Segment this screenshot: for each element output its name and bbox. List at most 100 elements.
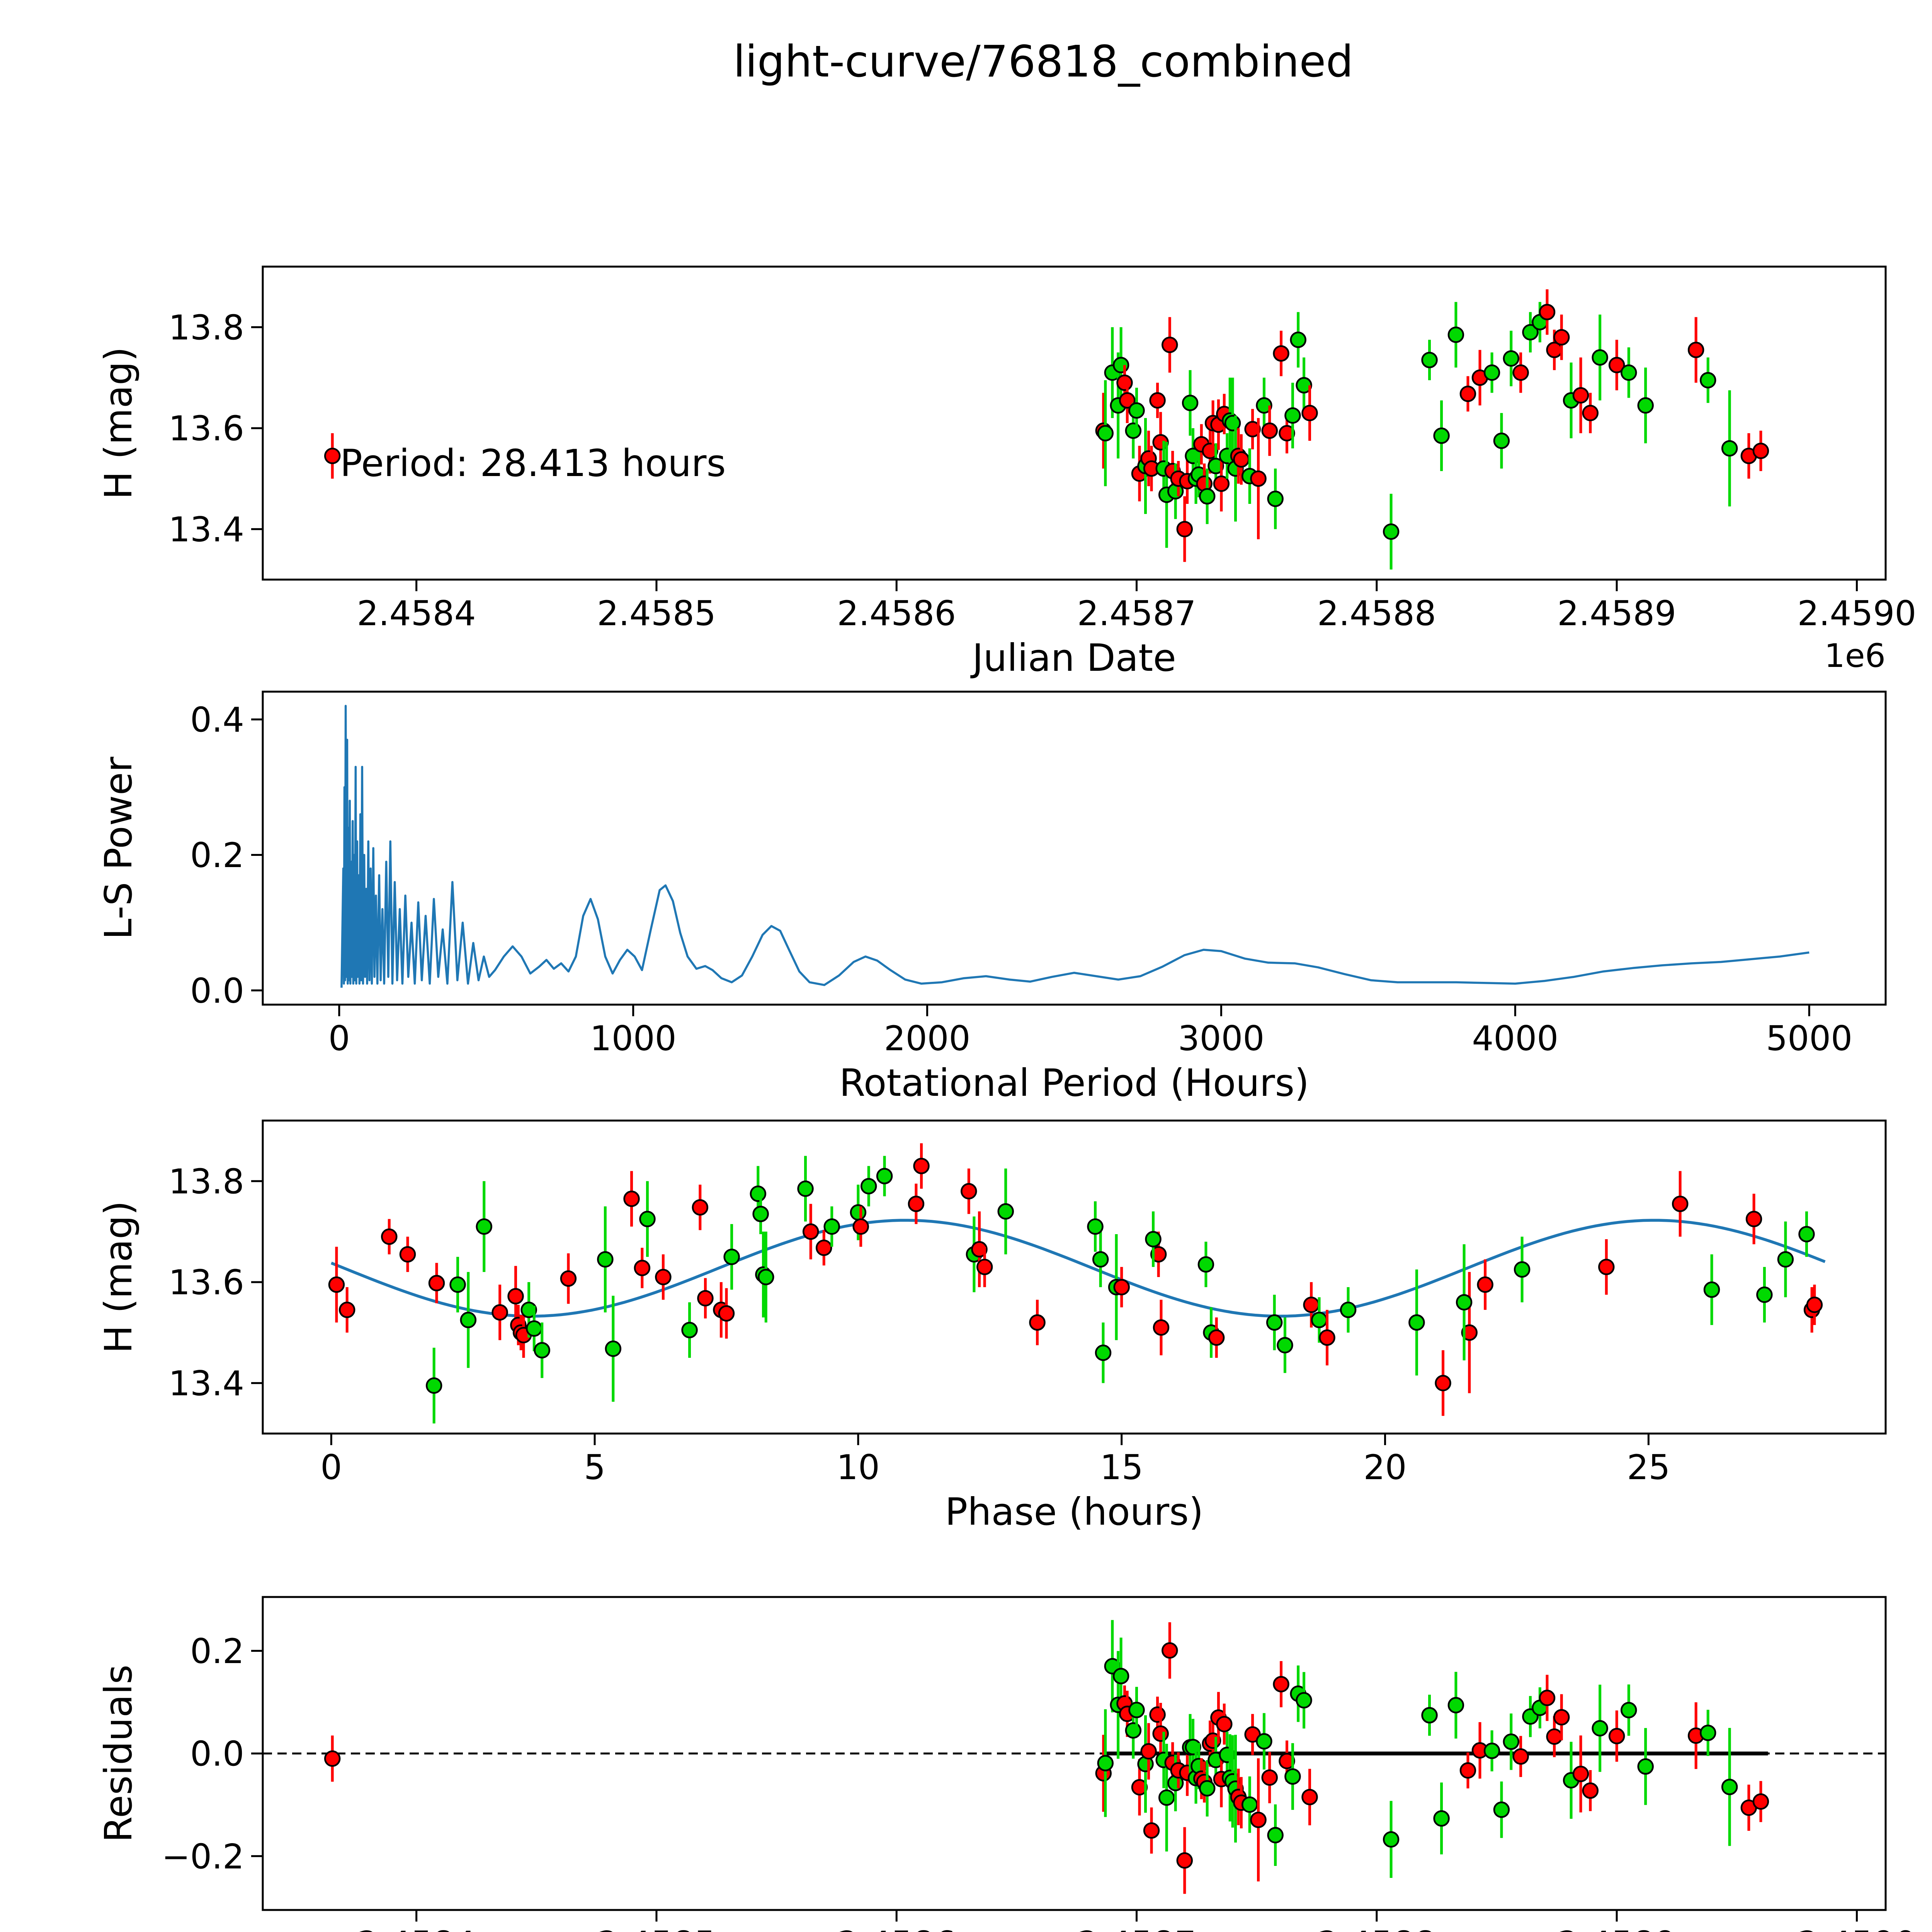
data-point-red [1687,342,1704,358]
data-point-green [1185,1739,1201,1755]
data-point-red [1261,422,1278,439]
data-point-green [1277,1337,1293,1354]
data-point-red [1608,1728,1625,1745]
data-point-green [1199,488,1216,505]
data-point-red [1213,475,1230,492]
data-point-green [1493,1801,1510,1818]
data-point-green [1256,1733,1272,1750]
x-tick-label: 20 [1364,1447,1407,1487]
y-axis-label: H (mag) [97,347,140,500]
y-tick-label: 13.4 [168,1364,244,1403]
data-point-green [639,1211,656,1228]
data-point-red [961,1183,977,1200]
data-point-green [797,1180,814,1197]
data-point-green [1182,395,1199,411]
data-point-green [1421,1707,1438,1724]
y-tick-label: 13.6 [168,409,244,449]
phase-data [328,1143,1826,1423]
data-point-red [1745,1211,1762,1228]
data-point-green [520,1301,537,1318]
x-tick-label: 2000 [884,1019,971,1058]
data-point-red [655,1269,672,1286]
panel-periodogram: 0 1000 2000 3000 4000 5000 0.0 0.2 0.4 Rotational… [97,690,1887,1105]
axes-frame [262,690,1887,1006]
data-point-red [692,1199,709,1216]
periodogram-curve [340,705,1810,988]
x-axis-label: Phase (hours) [945,1490,1204,1534]
x-tick-label: 2.4588 [1317,594,1436,633]
x-tick-label: 2.4590 [1797,1924,1916,1932]
data-point-red [1119,392,1136,409]
axes-frame [262,265,1887,581]
data-point-green [723,1248,740,1265]
data-point-green [1092,1251,1109,1268]
data-point-red [1598,1259,1615,1276]
data-point-green [752,1206,769,1222]
x-tick-label: 0 [328,1019,350,1058]
data-point-green [1284,407,1301,424]
data-point-red [1202,442,1218,459]
axis-offset-label: 1e6 [1824,637,1886,675]
data-point-green [1756,1286,1773,1303]
data-point-green [1514,1261,1531,1278]
y-tick-label: 13.4 [168,510,244,549]
data-point-red [1250,1811,1267,1828]
data-point-green [1721,440,1738,457]
data-point-red [1113,1279,1130,1296]
data-point-red [324,1750,341,1767]
x-tick-label: 5000 [1766,1019,1852,1058]
y-tick-label: 0.4 [190,700,244,740]
data-point-green [1503,1733,1520,1750]
y-tick-label: 13.8 [168,308,244,347]
data-point-red [1672,1196,1689,1212]
residuals-data [263,1620,1886,1894]
data-point-red [697,1290,714,1307]
data-point-green [1208,457,1224,474]
data-point-red [1572,387,1589,404]
x-tick-label: 2.4585 [597,1924,716,1932]
y-axis-label: Residuals [97,1665,140,1842]
data-point-green [1493,432,1510,449]
data-point-green [460,1311,477,1328]
data-point-red [1152,1725,1169,1742]
data-point-red [1233,451,1250,468]
fit-curve [330,1219,1826,1318]
data-point-red [634,1260,651,1276]
data-point-red [1143,1822,1160,1839]
data-point-green [1408,1314,1425,1331]
data-point-red [1029,1314,1046,1331]
data-point-red [1153,1319,1170,1336]
data-point-green [1456,1294,1473,1311]
x-tick-label: 2.4584 [357,594,476,633]
data-point-green [1197,1256,1214,1273]
x-tick-label: 4000 [1472,1019,1558,1058]
data-point-red [1459,385,1476,402]
data-point-red [492,1304,508,1321]
x-tick-label: 2.4586 [837,594,956,633]
data-point-green [860,1178,877,1195]
data-point-green [1097,425,1114,442]
data-point-green [1296,377,1312,394]
x-tick-label: 10 [837,1447,880,1487]
data-point-red [1752,442,1769,459]
data-point-red [1176,1852,1193,1869]
data-point-green [1383,523,1400,540]
data-point-green [1128,1702,1145,1718]
data-point-green [1112,1668,1129,1684]
data-point-green [850,1204,867,1221]
x-tick-label: 5 [584,1447,605,1487]
data-point-green [1798,1226,1815,1243]
data-point-green [1158,1789,1175,1806]
data-point-green [758,1269,774,1286]
period-annotation: Period: 28.413 hours [340,442,726,485]
periodogram-data [340,705,1810,988]
data-point-red [1435,1375,1451,1391]
x-tick-label: 3000 [1178,1019,1264,1058]
x-tick-label: 2.4589 [1557,594,1676,633]
data-point-red [1582,405,1599,422]
data-point-red [1572,1765,1589,1782]
data-point-red [802,1223,819,1240]
data-point-green [1637,1758,1654,1775]
data-point-red [1553,329,1570,346]
y-tick-label: 0.0 [190,971,244,1011]
